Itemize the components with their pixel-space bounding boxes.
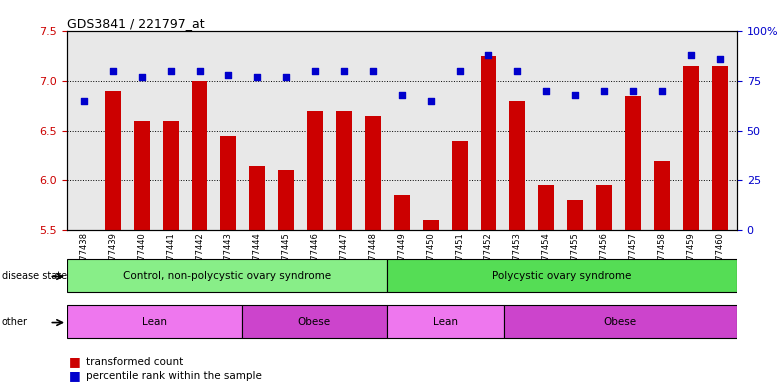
Point xyxy=(107,68,119,74)
Text: Polycystic ovary syndrome: Polycystic ovary syndrome xyxy=(492,270,632,281)
Text: other: other xyxy=(2,317,27,327)
Bar xyxy=(67,305,241,338)
Bar xyxy=(654,161,670,230)
Text: Obese: Obese xyxy=(298,316,331,327)
Bar xyxy=(249,166,265,230)
Text: Control, non-polycystic ovary syndrome: Control, non-polycystic ovary syndrome xyxy=(123,270,331,281)
Point xyxy=(569,91,582,98)
Bar xyxy=(683,66,699,230)
Point xyxy=(424,98,437,104)
Point xyxy=(194,68,206,74)
Point xyxy=(713,56,726,62)
Bar xyxy=(712,66,728,230)
Bar xyxy=(307,111,323,230)
Bar xyxy=(596,185,612,230)
Point xyxy=(453,68,466,74)
Bar xyxy=(394,195,410,230)
Bar xyxy=(567,200,583,230)
Point xyxy=(222,71,234,78)
Point xyxy=(684,51,697,58)
Point xyxy=(511,68,524,74)
Point xyxy=(655,88,668,94)
Bar xyxy=(105,91,121,230)
Text: disease state: disease state xyxy=(2,271,67,281)
Bar xyxy=(452,141,467,230)
Bar xyxy=(241,305,387,338)
Point xyxy=(136,74,148,80)
Text: ■: ■ xyxy=(69,355,81,368)
Text: percentile rank within the sample: percentile rank within the sample xyxy=(86,371,262,381)
Text: Lean: Lean xyxy=(142,316,166,327)
Text: ■: ■ xyxy=(69,369,81,382)
Bar xyxy=(387,259,737,292)
Point xyxy=(482,51,495,58)
Bar xyxy=(220,136,237,230)
Bar xyxy=(163,121,179,230)
Point xyxy=(626,88,639,94)
Bar xyxy=(539,185,554,230)
Point xyxy=(309,68,321,74)
Bar xyxy=(387,305,504,338)
Text: Lean: Lean xyxy=(433,316,458,327)
Point xyxy=(280,74,292,80)
Bar xyxy=(191,81,208,230)
Point xyxy=(367,68,379,74)
Text: Obese: Obese xyxy=(604,316,637,327)
Bar xyxy=(278,170,294,230)
Bar xyxy=(510,101,525,230)
Text: GDS3841 / 221797_at: GDS3841 / 221797_at xyxy=(67,17,205,30)
Point xyxy=(597,88,610,94)
Bar xyxy=(134,121,150,230)
Text: transformed count: transformed count xyxy=(86,357,183,367)
Bar xyxy=(504,305,737,338)
Bar xyxy=(423,220,438,230)
Point xyxy=(540,88,553,94)
Point xyxy=(338,68,350,74)
Point xyxy=(165,68,177,74)
Bar xyxy=(336,111,352,230)
Point xyxy=(78,98,90,104)
Point xyxy=(251,74,263,80)
Point xyxy=(395,91,408,98)
Bar xyxy=(67,259,387,292)
Bar xyxy=(481,56,496,230)
Bar xyxy=(365,116,381,230)
Bar xyxy=(625,96,641,230)
